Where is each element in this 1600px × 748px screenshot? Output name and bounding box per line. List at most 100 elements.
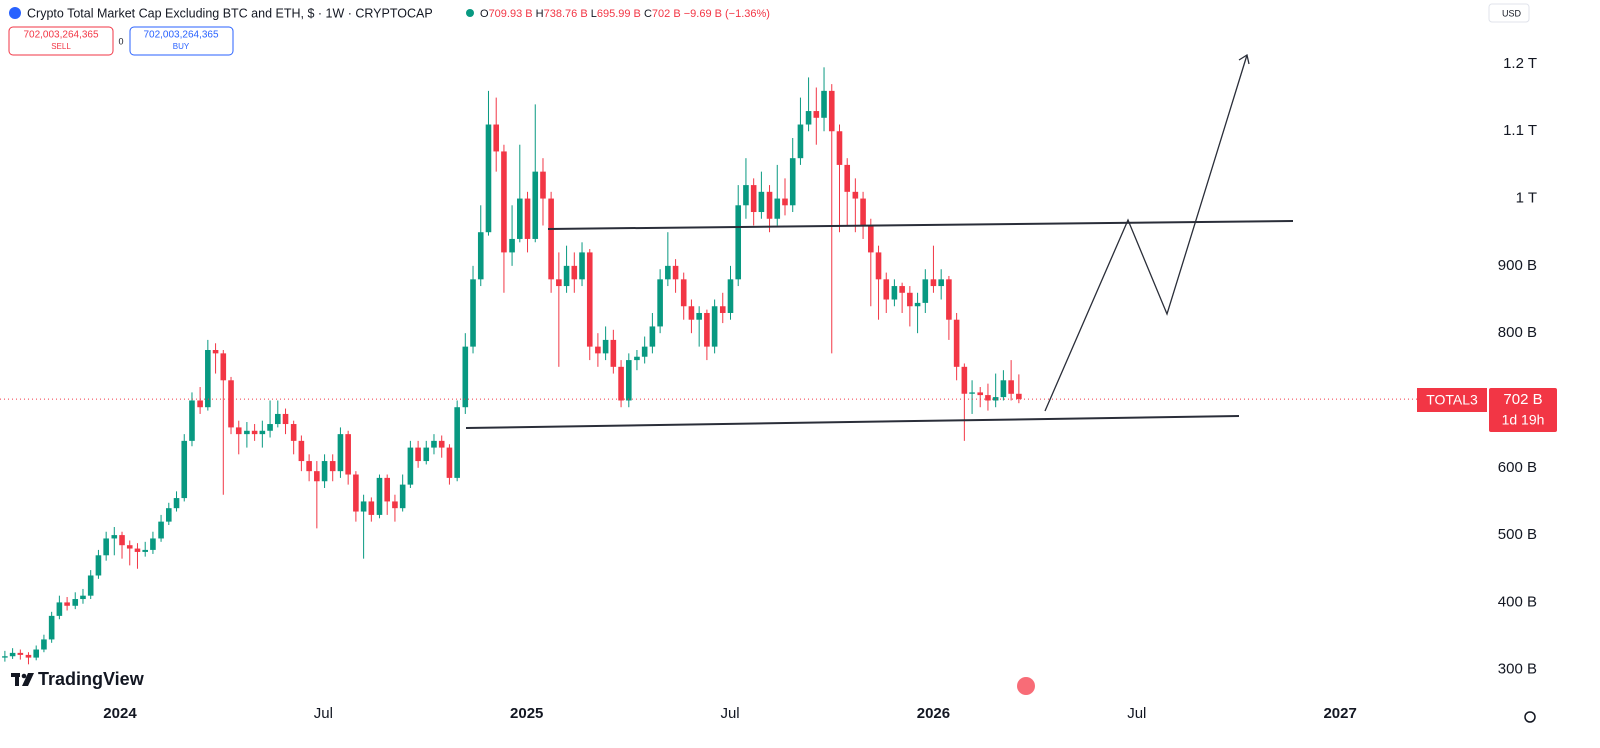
candle-body (368, 501, 375, 515)
candle-body (953, 319, 960, 367)
chart-title: Crypto Total Market Cap Excluding BTC an… (27, 6, 433, 20)
candle-body (314, 471, 320, 482)
x-tick-label: 2027 (1323, 705, 1356, 722)
candle-body (891, 286, 898, 300)
y-tick-label: 800 B (1498, 324, 1537, 341)
x-tick-label: Jul (314, 705, 333, 722)
logo-mark (15, 673, 19, 686)
candle-body (852, 191, 859, 199)
ohlc-key: O (480, 8, 489, 20)
candle-body (454, 407, 460, 478)
candle-body (532, 171, 539, 239)
logo-mark (21, 673, 27, 679)
candle-body (95, 555, 102, 576)
candle-body (961, 366, 968, 394)
candle-body (672, 265, 679, 280)
candle-body (446, 447, 453, 478)
candle-body (438, 440, 445, 448)
buy-label: BUY (173, 42, 190, 51)
currency[interactable]: USD (1502, 8, 1522, 18)
events-icon[interactable] (1017, 677, 1035, 695)
candle-body (540, 171, 546, 199)
candle-body (267, 424, 273, 431)
candle-body (657, 279, 663, 327)
candle-body (376, 477, 383, 515)
y-tick-label: 1.2 T (1503, 55, 1537, 72)
candle-body (860, 198, 866, 226)
candle-body (649, 326, 656, 347)
candle-body (423, 447, 430, 462)
candle-body (868, 225, 874, 253)
buy-button[interactable]: 702,003,264,365 BUY (129, 26, 234, 56)
candle-body (181, 440, 188, 499)
candle-body (41, 639, 47, 650)
candle-body (205, 350, 211, 408)
drawings (465, 53, 1294, 429)
candle-body (493, 124, 500, 152)
candle-body (111, 535, 118, 539)
candle-body (875, 252, 882, 280)
candle-body (797, 124, 804, 159)
candle-body (665, 265, 671, 280)
candle-body (813, 111, 820, 118)
candle-body (688, 306, 695, 320)
settings-icon[interactable] (1524, 711, 1536, 723)
candle-body (907, 292, 913, 307)
candle-body (173, 498, 180, 509)
candle-body (1000, 380, 1007, 398)
change: −9.69 B (−1.36%) (684, 8, 770, 20)
candle-body (321, 461, 328, 482)
candle-body (1008, 380, 1014, 394)
candle-body (189, 400, 195, 441)
candle-body (197, 400, 203, 408)
candle-body (509, 238, 515, 253)
logo: TradingView (11, 669, 145, 689)
ohlc-legend: O709.93 B H738.76 B L695.99 B C702 B −9.… (480, 8, 770, 20)
candle-body (524, 198, 531, 239)
candle-body (64, 602, 70, 606)
x-tick-label: 2024 (103, 705, 137, 722)
sell-label: SELL (51, 42, 71, 51)
sell-button[interactable]: 702,003,264,365 SELL (8, 26, 114, 56)
candle-body (750, 185, 757, 213)
candle-body (165, 508, 172, 522)
candle-body (360, 501, 367, 512)
candle-body (883, 279, 890, 300)
candle-body (563, 265, 570, 287)
candle-body (977, 392, 984, 396)
candle-body (17, 652, 24, 655)
sell-box[interactable] (8, 26, 114, 56)
x-tick-label: 2026 (917, 705, 950, 722)
buy-box[interactable] (129, 26, 234, 56)
candle-body (610, 339, 617, 367)
candle-body (579, 252, 585, 280)
candle-body (9, 652, 16, 657)
symbol-tag-box (1417, 388, 1487, 412)
candle-body (985, 395, 991, 401)
candle-body (1016, 393, 1022, 400)
candle-body (126, 545, 133, 549)
candle-body (696, 312, 702, 320)
candle-body (244, 430, 250, 435)
candle-body (72, 599, 79, 606)
candle-body (618, 366, 624, 401)
candle-body (290, 424, 297, 441)
candle-body (828, 90, 835, 132)
candle-body (626, 360, 632, 401)
candle-body (766, 191, 773, 219)
candle-body (899, 286, 905, 293)
candle-body (516, 198, 523, 239)
candle-body (805, 111, 812, 125)
candle-body (298, 440, 305, 462)
y-tick-label: 300 B (1498, 661, 1537, 678)
candle-body (758, 191, 765, 213)
candle-body (735, 205, 742, 280)
currency-box[interactable] (1488, 3, 1530, 23)
candle-body (727, 279, 734, 313)
ohlc-value: 738.76 B (544, 8, 588, 20)
candle-body (399, 484, 406, 509)
candle-body (711, 306, 718, 347)
candle-body (774, 198, 781, 219)
candle-body (415, 447, 421, 462)
support-line (465, 415, 1240, 429)
